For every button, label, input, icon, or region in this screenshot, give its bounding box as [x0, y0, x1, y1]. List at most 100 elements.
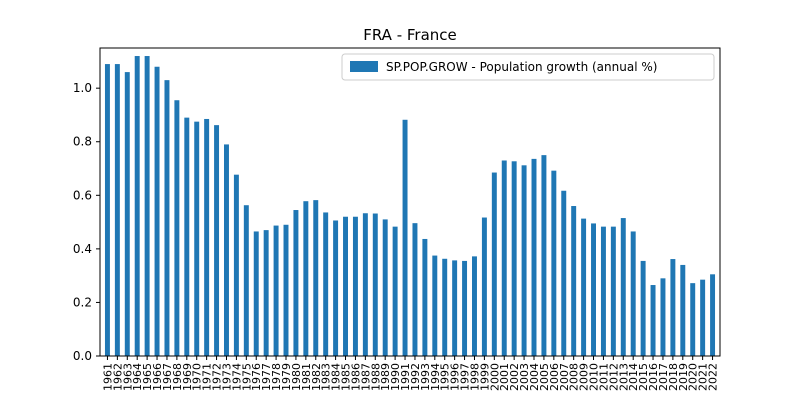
- x-tick-label: 2019: [677, 363, 690, 391]
- y-tick-label: 0.8: [73, 135, 92, 149]
- bar-1984: [333, 220, 339, 356]
- y-tick-label: 0.6: [73, 188, 92, 202]
- bar-1974: [233, 174, 239, 356]
- x-tick-label: 1962: [111, 363, 124, 391]
- bar-1994: [432, 255, 438, 356]
- x-tick-label: 1996: [449, 363, 462, 391]
- y-tick-label: 0.4: [73, 242, 92, 256]
- bar-1986: [352, 216, 358, 356]
- bar-1993: [422, 238, 428, 356]
- x-tick-label: 1980: [290, 363, 303, 391]
- bar-1976: [253, 231, 259, 356]
- x-tick-label: 1998: [468, 363, 481, 391]
- x-tick-label: 2016: [647, 363, 660, 391]
- x-tick-label: 1964: [131, 363, 144, 391]
- x-tick-label: 2005: [538, 363, 551, 391]
- x-tick-label: 1972: [211, 363, 224, 391]
- x-tick-label: 1994: [429, 363, 442, 391]
- bar-1987: [362, 213, 368, 356]
- bar-1979: [283, 224, 289, 356]
- x-tick-label: 2017: [657, 363, 670, 391]
- y-axis: 0.0 0.2 0.4 0.6 0.8 1.0: [73, 81, 100, 363]
- bar-1978: [273, 225, 279, 356]
- x-tick-label: 2006: [548, 363, 561, 391]
- bar-2018: [670, 259, 676, 356]
- x-tick-label: 2020: [687, 363, 700, 391]
- bar-2001: [501, 160, 507, 356]
- x-tick-label: 1967: [161, 363, 174, 391]
- x-tick-label: 1993: [419, 363, 432, 391]
- bar-2012: [610, 226, 616, 356]
- bar-2002: [511, 161, 517, 356]
- bar-1968: [174, 100, 180, 356]
- x-tick-label: 1995: [439, 363, 452, 391]
- bar-1980: [293, 210, 299, 356]
- x-tick-label: 1986: [349, 363, 362, 391]
- x-tick-label: 1963: [121, 363, 134, 391]
- x-tick-label: 2007: [558, 363, 571, 391]
- bar-2020: [690, 283, 696, 356]
- bar-1996: [452, 260, 458, 356]
- bar-1963: [124, 72, 130, 356]
- y-tick-label: 0.2: [73, 295, 92, 309]
- bar-1983: [323, 212, 329, 356]
- bar-1989: [382, 219, 388, 356]
- x-tick-label: 2003: [518, 363, 531, 391]
- bar-2004: [531, 158, 537, 356]
- bar-1977: [263, 230, 269, 356]
- bar-1991: [402, 119, 408, 356]
- bar-1970: [194, 121, 200, 357]
- legend: SP.POP.GROW - Population growth (annual …: [341, 53, 715, 81]
- chart-title: FRA - France: [363, 26, 457, 44]
- legend-label: SP.POP.GROW - Population growth (annual …: [386, 60, 657, 74]
- bar-2014: [630, 231, 636, 356]
- x-tick-label: 2018: [667, 363, 680, 391]
- bar-2005: [541, 155, 547, 356]
- bar-1966: [154, 66, 160, 356]
- x-tick-label: 1981: [300, 363, 313, 391]
- bar-2013: [620, 218, 626, 356]
- x-tick-label: 1976: [250, 363, 263, 391]
- x-tick-label: 2009: [578, 363, 591, 391]
- bar-1999: [481, 217, 487, 356]
- bar-1985: [343, 216, 348, 356]
- bar-1965: [144, 56, 150, 356]
- x-tick-label: 2008: [568, 363, 581, 391]
- x-axis: 1961196219631964196519661967196819691970…: [101, 356, 720, 391]
- x-tick-label: 1970: [191, 363, 204, 391]
- bar-1967: [164, 80, 170, 356]
- x-tick-label: 1969: [181, 363, 194, 391]
- y-tick-label: 1.0: [73, 81, 92, 95]
- bar-1962: [114, 64, 120, 356]
- bar-2019: [680, 264, 686, 356]
- x-tick-label: 1971: [201, 363, 214, 391]
- x-tick-label: 2011: [597, 363, 610, 391]
- bar-2017: [660, 278, 666, 356]
- x-tick-label: 1985: [340, 363, 353, 391]
- bar-1982: [313, 200, 319, 356]
- x-tick-label: 1988: [369, 363, 382, 391]
- x-tick-label: 1999: [478, 363, 491, 391]
- x-tick-label: 1982: [310, 363, 323, 391]
- x-tick-label: 1966: [151, 363, 164, 391]
- x-tick-label: 1990: [389, 363, 402, 391]
- bar-1971: [204, 118, 210, 356]
- x-tick-label: 1974: [230, 363, 243, 391]
- bar-1992: [412, 223, 418, 356]
- x-tick-label: 2021: [697, 363, 710, 391]
- x-tick-label: 1979: [280, 363, 293, 391]
- bar-2016: [650, 285, 656, 356]
- bar-1969: [184, 117, 190, 356]
- x-tick-label: 1977: [260, 363, 273, 391]
- bars: [104, 56, 716, 357]
- x-tick-label: 2010: [588, 363, 601, 391]
- x-tick-label: 2014: [627, 363, 640, 391]
- x-tick-label: 1965: [141, 363, 154, 391]
- y-tick-label: 0.0: [73, 349, 92, 363]
- legend-swatch: [350, 61, 378, 72]
- x-tick-label: 2022: [707, 363, 720, 391]
- bar-2009: [581, 218, 587, 356]
- x-tick-label: 1973: [220, 363, 233, 391]
- bar-1981: [303, 201, 309, 356]
